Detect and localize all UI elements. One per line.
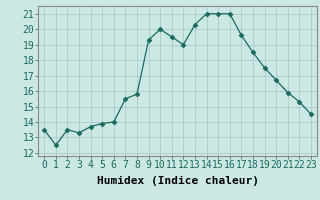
X-axis label: Humidex (Indice chaleur): Humidex (Indice chaleur) — [97, 176, 259, 186]
